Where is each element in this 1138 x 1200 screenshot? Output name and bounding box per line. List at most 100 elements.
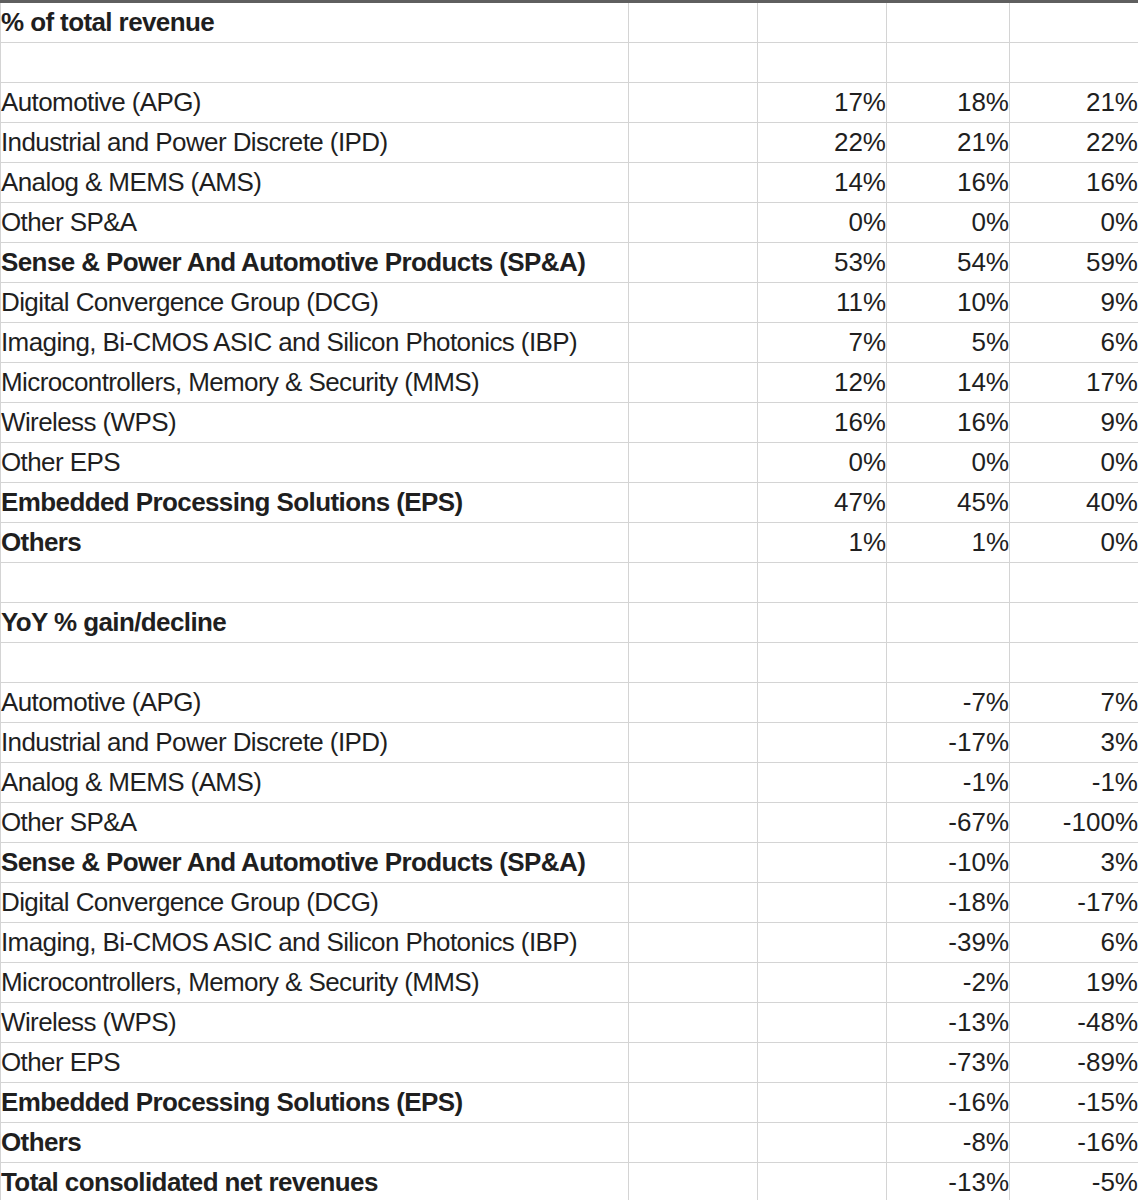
empty-value-cell[interactable] (758, 883, 887, 923)
value-cell[interactable]: -17% (1010, 883, 1138, 923)
empty-cell[interactable] (629, 1083, 758, 1123)
value-cell[interactable]: 19% (1010, 963, 1138, 1003)
row-label-cell[interactable]: Microcontrollers, Memory & Security (MMS… (1, 363, 629, 403)
empty-cell[interactable] (629, 923, 758, 963)
row-label-cell[interactable]: Other EPS (1, 1043, 629, 1083)
value-cell[interactable]: 0% (758, 443, 887, 483)
row-label-cell[interactable]: Others (1, 1123, 629, 1163)
value-cell[interactable]: -39% (887, 923, 1010, 963)
value-cell[interactable]: 0% (1010, 203, 1138, 243)
value-cell[interactable]: 6% (1010, 923, 1138, 963)
row-label-cell[interactable]: Embedded Processing Solutions (EPS) (1, 483, 629, 523)
row-label-cell[interactable]: Sense & Power And Automotive Products (S… (1, 843, 629, 883)
empty-cell[interactable] (629, 323, 758, 363)
row-label-cell[interactable]: Imaging, Bi-CMOS ASIC and Silicon Photon… (1, 923, 629, 963)
value-cell[interactable]: 17% (1010, 363, 1138, 403)
empty-value-cell[interactable] (1010, 603, 1138, 643)
row-label-cell[interactable] (1, 563, 629, 603)
row-label-cell[interactable]: Wireless (WPS) (1, 1003, 629, 1043)
empty-cell[interactable] (629, 763, 758, 803)
value-cell[interactable]: -15% (1010, 1083, 1138, 1123)
value-cell[interactable]: -1% (1010, 763, 1138, 803)
row-label-cell[interactable]: Digital Convergence Group (DCG) (1, 883, 629, 923)
empty-value-cell[interactable] (1010, 2, 1138, 43)
empty-value-cell[interactable] (758, 683, 887, 723)
empty-cell[interactable] (629, 523, 758, 563)
value-cell[interactable]: 59% (1010, 243, 1138, 283)
empty-cell[interactable] (629, 1003, 758, 1043)
empty-cell[interactable] (629, 843, 758, 883)
empty-cell[interactable] (629, 563, 758, 603)
row-label-cell[interactable]: Automotive (APG) (1, 83, 629, 123)
empty-value-cell[interactable] (758, 1003, 887, 1043)
value-cell[interactable]: 14% (758, 163, 887, 203)
empty-cell[interactable] (629, 43, 758, 83)
value-cell[interactable]: -100% (1010, 803, 1138, 843)
empty-cell[interactable] (629, 723, 758, 763)
value-cell[interactable]: 5% (887, 323, 1010, 363)
value-cell[interactable]: 0% (1010, 523, 1138, 563)
empty-cell[interactable] (629, 1043, 758, 1083)
value-cell[interactable]: 18% (887, 83, 1010, 123)
row-label-cell[interactable]: Other EPS (1, 443, 629, 483)
row-label-cell[interactable]: Analog & MEMS (AMS) (1, 763, 629, 803)
empty-cell[interactable] (629, 603, 758, 643)
empty-cell[interactable] (629, 83, 758, 123)
row-label-cell[interactable] (1, 43, 629, 83)
value-cell[interactable]: 22% (1010, 123, 1138, 163)
value-cell[interactable]: 3% (1010, 843, 1138, 883)
value-cell[interactable]: 16% (1010, 163, 1138, 203)
empty-cell[interactable] (629, 2, 758, 43)
empty-value-cell[interactable] (758, 843, 887, 883)
value-cell[interactable]: -8% (887, 1123, 1010, 1163)
row-label-cell[interactable]: Microcontrollers, Memory & Security (MMS… (1, 963, 629, 1003)
empty-value-cell[interactable] (758, 1123, 887, 1163)
row-label-cell[interactable]: Industrial and Power Discrete (IPD) (1, 123, 629, 163)
value-cell[interactable]: 45% (887, 483, 1010, 523)
empty-value-cell[interactable] (758, 723, 887, 763)
empty-cell[interactable] (629, 803, 758, 843)
empty-cell[interactable] (629, 643, 758, 683)
empty-value-cell[interactable] (1010, 563, 1138, 603)
empty-value-cell[interactable] (758, 1043, 887, 1083)
value-cell[interactable]: 10% (887, 283, 1010, 323)
section-title-cell[interactable]: % of total revenue (1, 2, 629, 43)
value-cell[interactable]: -48% (1010, 1003, 1138, 1043)
row-label-cell[interactable]: Imaging, Bi-CMOS ASIC and Silicon Photon… (1, 323, 629, 363)
value-cell[interactable]: -10% (887, 843, 1010, 883)
value-cell[interactable]: 7% (1010, 683, 1138, 723)
empty-cell[interactable] (629, 243, 758, 283)
row-label-cell[interactable]: Total consolidated net revenues (1, 1163, 629, 1200)
value-cell[interactable]: 3% (1010, 723, 1138, 763)
value-cell[interactable]: 21% (1010, 83, 1138, 123)
value-cell[interactable]: -17% (887, 723, 1010, 763)
empty-cell[interactable] (629, 483, 758, 523)
value-cell[interactable]: 1% (887, 523, 1010, 563)
empty-cell[interactable] (629, 203, 758, 243)
empty-value-cell[interactable] (758, 43, 887, 83)
empty-value-cell[interactable] (1010, 43, 1138, 83)
empty-cell[interactable] (629, 123, 758, 163)
empty-value-cell[interactable] (758, 1163, 887, 1200)
value-cell[interactable]: -16% (1010, 1123, 1138, 1163)
value-cell[interactable]: -89% (1010, 1043, 1138, 1083)
row-label-cell[interactable]: Other SP&A (1, 203, 629, 243)
row-label-cell[interactable]: Others (1, 523, 629, 563)
value-cell[interactable]: -13% (887, 1003, 1010, 1043)
empty-value-cell[interactable] (758, 923, 887, 963)
empty-value-cell[interactable] (758, 2, 887, 43)
empty-value-cell[interactable] (758, 603, 887, 643)
value-cell[interactable]: 16% (758, 403, 887, 443)
empty-value-cell[interactable] (887, 2, 1010, 43)
empty-cell[interactable] (629, 443, 758, 483)
value-cell[interactable]: 11% (758, 283, 887, 323)
empty-value-cell[interactable] (887, 603, 1010, 643)
value-cell[interactable]: 0% (758, 203, 887, 243)
value-cell[interactable]: 6% (1010, 323, 1138, 363)
value-cell[interactable]: 21% (887, 123, 1010, 163)
empty-value-cell[interactable] (758, 1083, 887, 1123)
empty-cell[interactable] (629, 683, 758, 723)
value-cell[interactable]: -67% (887, 803, 1010, 843)
value-cell[interactable]: 1% (758, 523, 887, 563)
empty-value-cell[interactable] (887, 43, 1010, 83)
